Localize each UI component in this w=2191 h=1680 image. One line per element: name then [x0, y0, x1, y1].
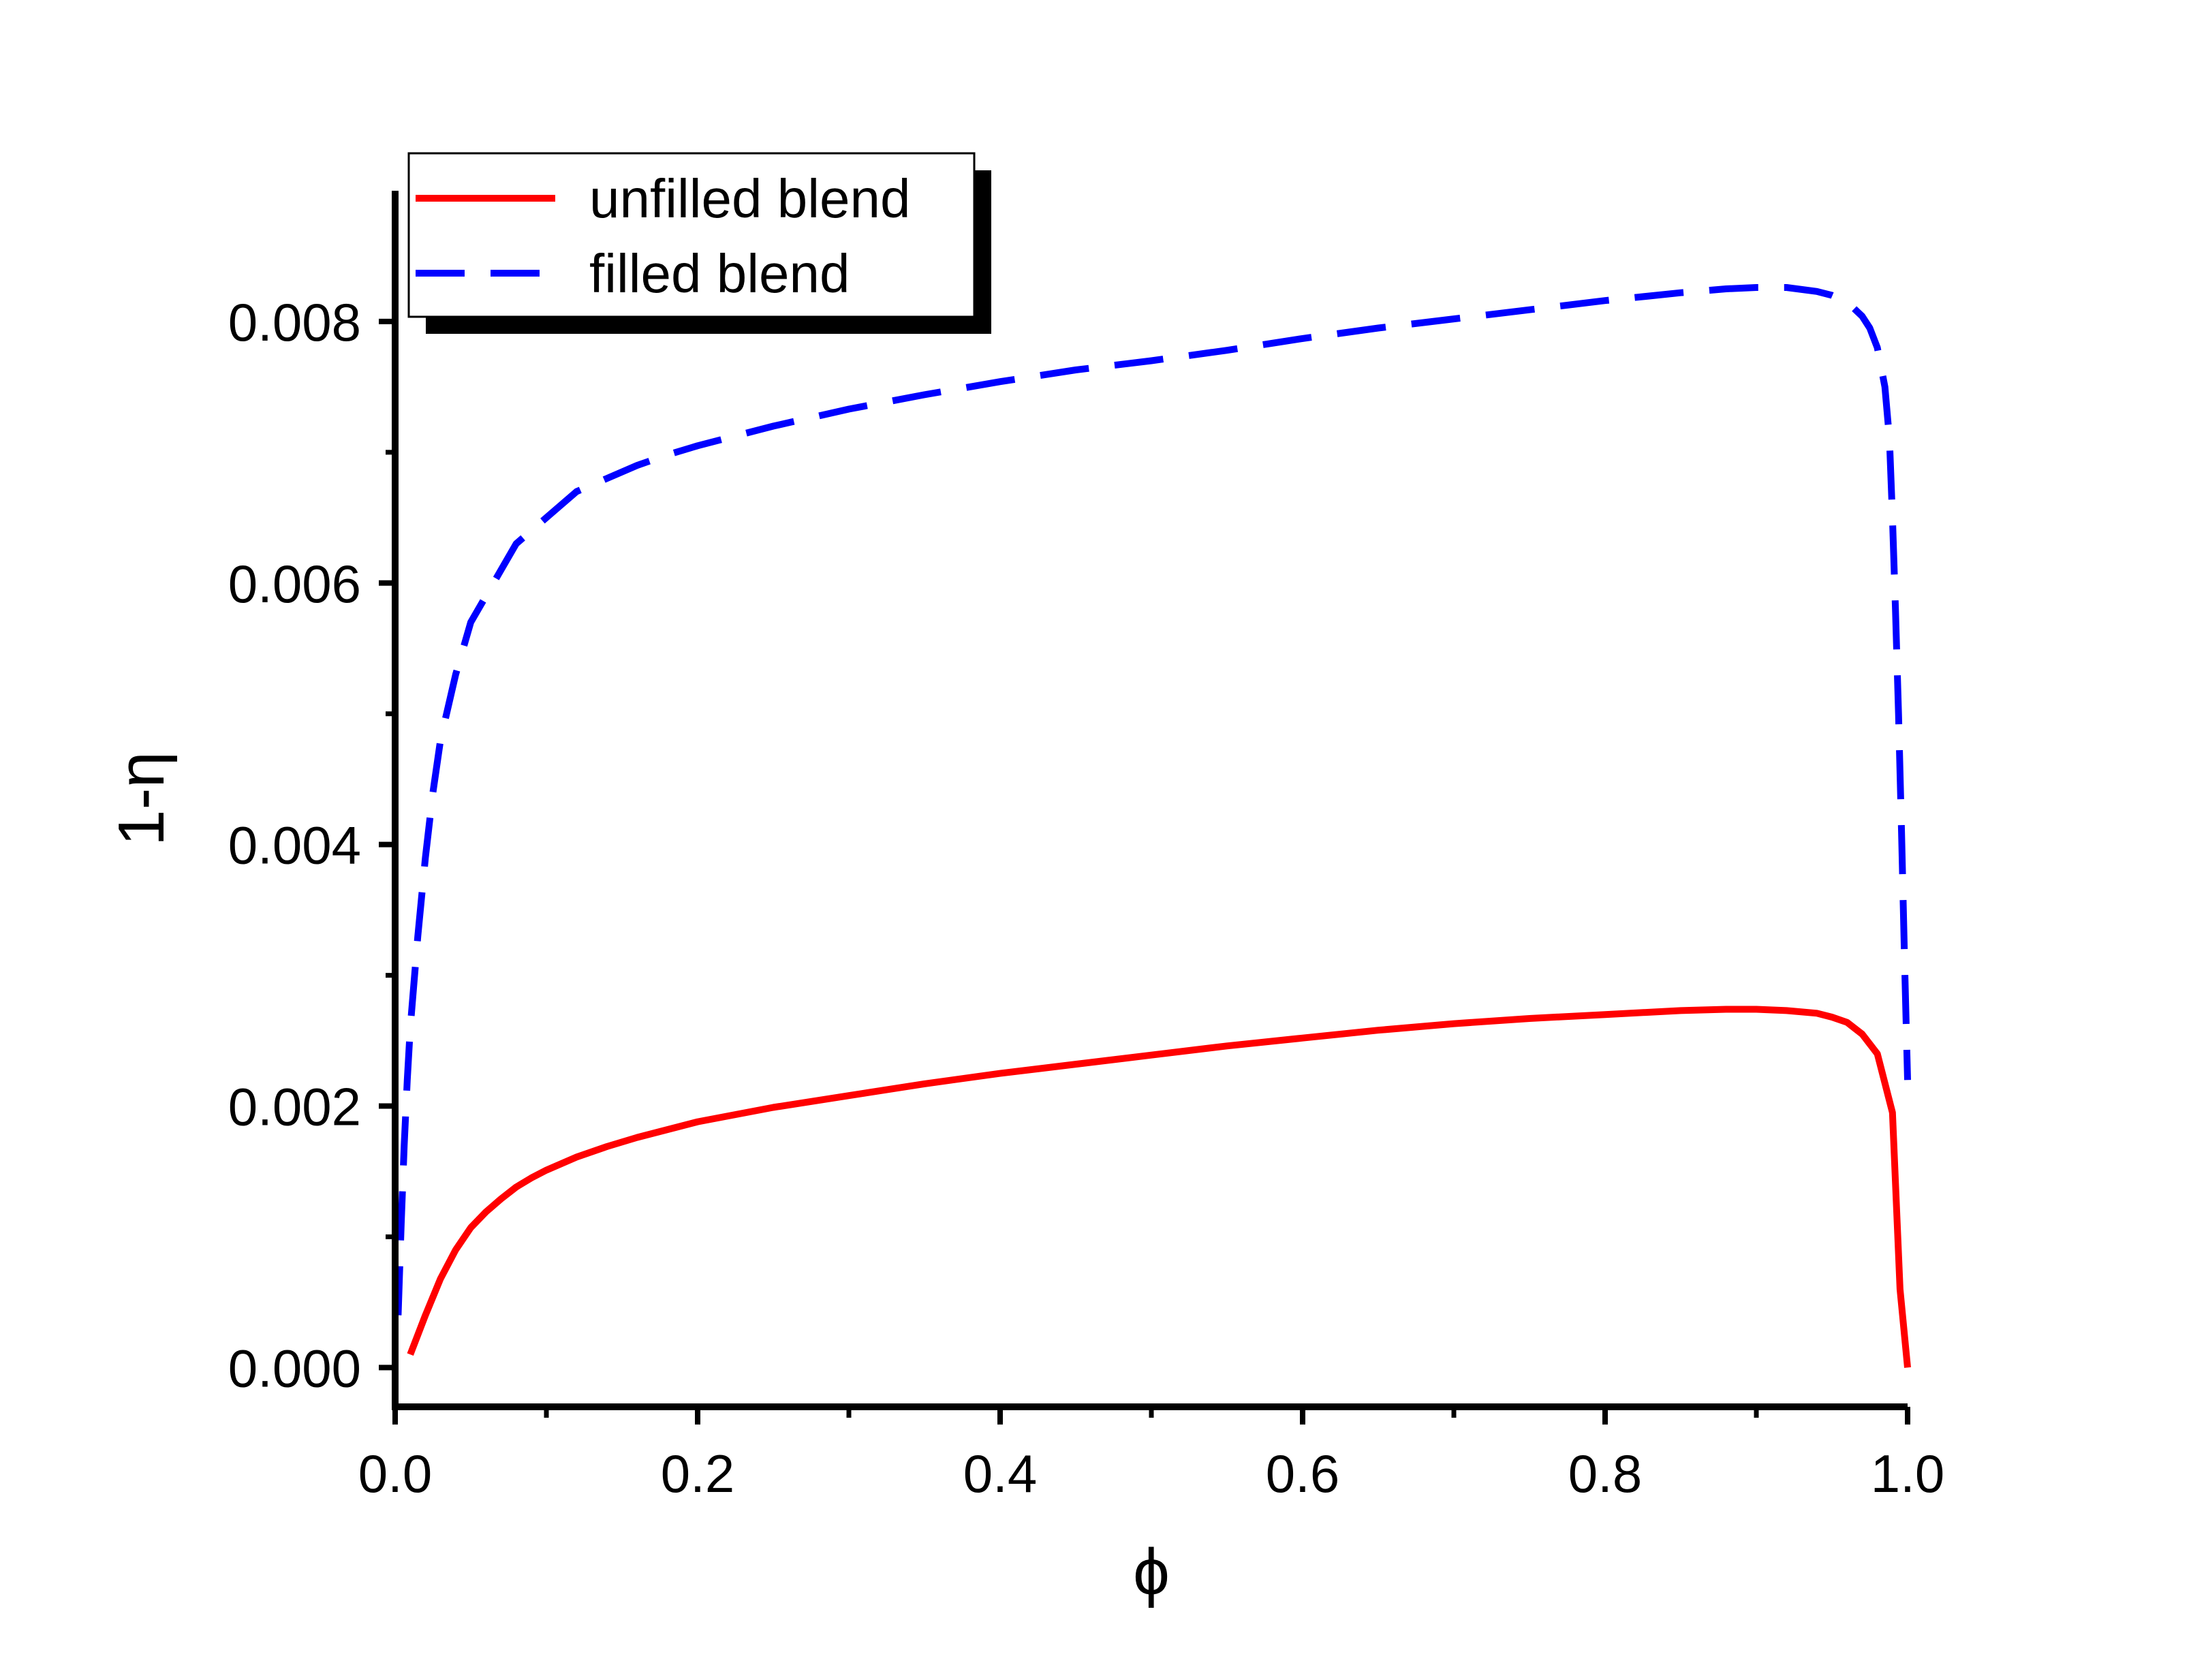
x-tick-label: 0.8 [1568, 1444, 1642, 1504]
y-axis-title: 1-η [105, 751, 178, 846]
legend-label-1: unfilled blend [589, 168, 910, 229]
y-tick-label: 0.000 [228, 1338, 361, 1398]
y-tick-label: 0.004 [228, 815, 361, 875]
y-tick-label: 0.002 [228, 1077, 361, 1137]
y-tick-label: 0.006 [228, 554, 361, 614]
legend-label-2: filled blend [589, 243, 850, 304]
x-tick-label: 0.4 [963, 1444, 1037, 1504]
x-axis-title: ϕ [1133, 1536, 1170, 1608]
plot-area [394, 284, 1911, 1368]
y-tick-label: 0.008 [228, 292, 361, 352]
axes: 0.0 0.2 0.4 0.6 0.8 1.0 0.000 0.002 0.004 0.006 0.… [228, 191, 1944, 1504]
x-tick-label: 1.0 [1871, 1444, 1944, 1504]
x-tick-label: 0.6 [1266, 1444, 1339, 1504]
x-tick-label: 0.0 [358, 1444, 432, 1504]
legend-box [407, 152, 976, 318]
x-tick-label: 0.2 [661, 1444, 734, 1504]
series-line-2 [394, 284, 1911, 1316]
series-line-1 [407, 1006, 1911, 1368]
legend: unfilled blend filled blend [407, 152, 991, 334]
